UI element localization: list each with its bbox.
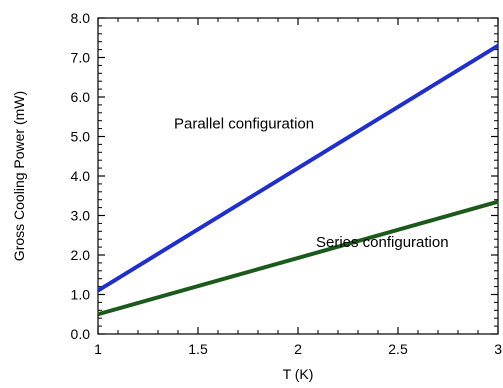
x-axis-ticks: 1 1.5 2 2.5 3 <box>94 18 502 357</box>
y-tick-label: 3.0 <box>71 208 91 224</box>
annotation-parallel: Parallel configuration <box>174 116 314 133</box>
x-tick-label: 3 <box>494 341 502 357</box>
series-lines <box>96 43 500 317</box>
plot-frame <box>97 17 499 335</box>
y-tick-label: 7.0 <box>71 50 91 66</box>
y-tick-label: 6.0 <box>71 89 91 105</box>
y-tick-label: 8.0 <box>71 10 91 26</box>
x-axis-label: T (K) <box>283 366 314 382</box>
y-tick-label: 5.0 <box>71 129 91 145</box>
y-tick-label: 2.0 <box>71 247 91 263</box>
y-tick-label: 1.0 <box>71 287 91 303</box>
series-line-parallel <box>96 43 500 293</box>
y-axis-label: Gross Cooling Power (mW) <box>11 91 27 261</box>
x-tick-label: 1 <box>94 341 102 357</box>
y-tick-label: 0.0 <box>71 326 91 342</box>
x-tick-label: 2.5 <box>388 341 408 357</box>
y-tick-label: 4.0 <box>71 168 91 184</box>
annotations: Parallel configuration Series configurati… <box>174 116 449 252</box>
x-tick-label: 2 <box>294 341 302 357</box>
x-tick-label: 1.5 <box>188 341 208 357</box>
y-axis-ticks: 0.0 1.0 2.0 3.0 4.0 5.0 6.0 7.0 8.0 <box>71 10 498 342</box>
series-line-series <box>97 199 499 317</box>
annotation-series: Series configuration <box>316 234 449 251</box>
